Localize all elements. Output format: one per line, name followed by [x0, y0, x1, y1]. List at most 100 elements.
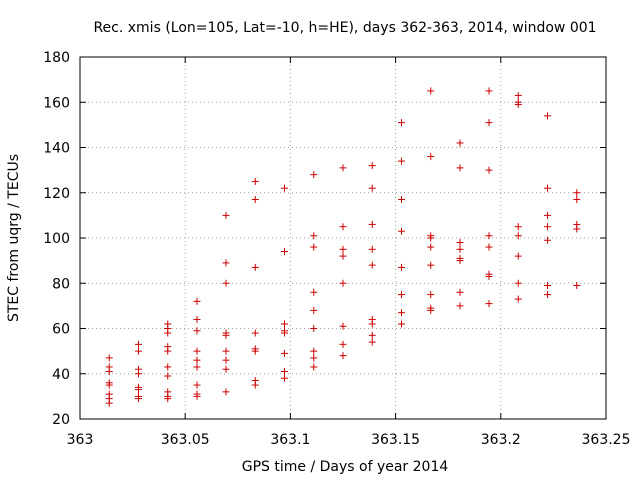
data-point [105, 367, 113, 375]
data-point [251, 177, 259, 185]
data-point [514, 295, 522, 303]
data-point [368, 331, 376, 339]
data-point [281, 374, 289, 382]
data-point [339, 252, 347, 260]
data-point [514, 252, 522, 260]
x-tick-label: 363.1 [270, 432, 310, 448]
data-point [134, 370, 142, 378]
data-point [339, 279, 347, 287]
data-point [164, 395, 172, 403]
data-point [193, 315, 201, 323]
data-point [544, 236, 552, 244]
data-point [222, 356, 230, 364]
data-point [134, 395, 142, 403]
data-point [397, 157, 405, 165]
x-tick-label: 363.15 [371, 432, 420, 448]
data-point [368, 220, 376, 228]
data-point [456, 139, 464, 147]
data-point [514, 223, 522, 231]
data-point [105, 381, 113, 389]
data-point [310, 363, 318, 371]
data-point [251, 263, 259, 271]
data-point [339, 164, 347, 172]
data-point [456, 245, 464, 253]
data-point [456, 257, 464, 265]
data-point [544, 112, 552, 120]
data-point [427, 291, 435, 299]
data-point [544, 211, 552, 219]
data-point [134, 347, 142, 355]
data-point [456, 288, 464, 296]
data-point [281, 248, 289, 256]
data-point [485, 232, 493, 240]
data-point [281, 320, 289, 328]
data-point [193, 356, 201, 364]
y-tick-label: 60 [52, 322, 70, 338]
data-point [339, 245, 347, 253]
data-point [193, 347, 201, 355]
data-point [193, 392, 201, 400]
y-tick-label: 120 [43, 186, 70, 202]
data-point [456, 239, 464, 247]
data-point [310, 306, 318, 314]
data-point [105, 399, 113, 407]
data-point [310, 325, 318, 332]
y-tick-label: 100 [43, 231, 70, 247]
data-point [134, 386, 142, 394]
data-point [544, 184, 552, 192]
data-point [368, 320, 376, 328]
data-point [485, 166, 493, 174]
data-point [281, 367, 289, 375]
data-point [368, 245, 376, 253]
data-point [310, 243, 318, 251]
grid-lines [80, 57, 606, 419]
data-point [456, 302, 464, 310]
y-tick-label: 80 [52, 276, 70, 292]
data-point [193, 363, 201, 371]
data-point [339, 223, 347, 231]
x-tick-label: 363.2 [481, 432, 521, 448]
data-point [339, 322, 347, 330]
data-point [397, 119, 405, 127]
data-point [251, 381, 259, 389]
data-point [222, 365, 230, 373]
data-point [339, 340, 347, 348]
data-point [164, 372, 172, 380]
x-tick-labels: 363 363.05 363.1 363.15 363.2 363.25 [67, 432, 631, 448]
data-point [485, 300, 493, 308]
data-point [514, 101, 522, 109]
data-point [222, 331, 230, 339]
x-tick-label: 363.25 [582, 432, 631, 448]
data-point [427, 261, 435, 269]
y-axis-label: STEC from uqrg / TECUs [6, 154, 22, 322]
data-point [573, 282, 581, 290]
data-point [485, 243, 493, 251]
data-point [514, 91, 522, 99]
data-point [164, 363, 172, 371]
data-point [222, 211, 230, 219]
data-point [397, 309, 405, 317]
data-point [193, 381, 201, 389]
data-point [281, 184, 289, 192]
data-point [310, 354, 318, 362]
data-point [514, 232, 522, 240]
data-point [164, 329, 172, 337]
y-tick-labels: 20 40 60 80 100 120 140 160 180 [43, 50, 70, 428]
data-point [281, 349, 289, 357]
data-point [397, 196, 405, 204]
data-point [251, 347, 259, 355]
data-point [193, 297, 201, 305]
data-point [427, 243, 435, 251]
data-point [397, 227, 405, 235]
data-points [105, 87, 581, 407]
data-point [485, 119, 493, 127]
data-point [281, 329, 289, 337]
data-point [485, 272, 493, 280]
data-point [427, 234, 435, 242]
data-point [222, 347, 230, 355]
data-point [310, 288, 318, 296]
data-point [485, 87, 493, 95]
data-point [456, 164, 464, 172]
data-point [368, 338, 376, 346]
y-tick-label: 180 [43, 50, 70, 66]
